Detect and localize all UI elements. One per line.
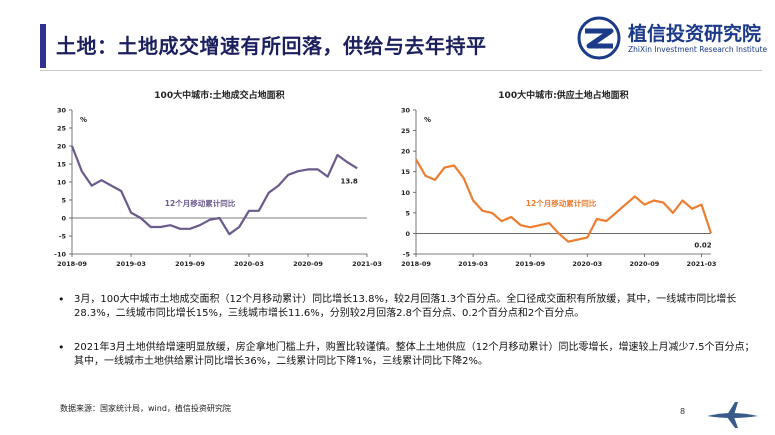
y-tick-label: 15 (57, 161, 67, 169)
x-tick-label: 2018-09 (401, 260, 431, 268)
logo: 植信投资研究院 ZhiXin Investment Research Insti… (575, 15, 767, 61)
y-tick-label: 25 (401, 127, 411, 135)
bullet-item: 3月，100大中城市土地成交面积（12个月移动累计）同比增长13.8%，较2月回… (58, 293, 758, 321)
title-accent-bar (40, 24, 46, 68)
y-tick-label: 0 (405, 230, 410, 238)
series-line (70, 145, 358, 236)
airplane-icon (707, 402, 758, 428)
series-label: 12个月移动累计同比 (165, 198, 236, 208)
y-tick-label: 5 (405, 209, 410, 217)
logo-name-en: ZhiXin Investment Research Institute (628, 45, 768, 54)
x-tick-label: 2020-03 (572, 260, 602, 268)
y-tick-label: -5 (59, 233, 67, 241)
y-tick-label: 10 (57, 179, 67, 187)
y-tick-label: 20 (401, 148, 411, 156)
page-number: 8 (680, 407, 686, 416)
y-tick-label: 30 (401, 107, 411, 115)
y-tick-label: 0 (61, 215, 66, 223)
y-tick-label: 15 (401, 168, 411, 176)
end-value-label: 13.8 (341, 177, 358, 185)
page-title: 土地：土地成交增速有所回落，供给与去年持平 (56, 34, 487, 58)
logo-name-cn: 植信投资研究院 (628, 23, 762, 45)
x-tick-label: 2020-09 (629, 260, 659, 268)
y-axis-label: % (80, 116, 87, 124)
x-tick-label: 2019-03 (458, 260, 488, 268)
chart-title: 100大中城市:供应土地占地面积 (498, 89, 628, 101)
y-tick-label: 25 (57, 125, 67, 133)
x-tick-label: 2021-03 (687, 260, 717, 268)
data-source: 数据来源：国家统计局，wind，植信投资研究院 (60, 404, 231, 413)
x-tick-label: 2018-09 (57, 260, 87, 268)
y-tick-label: 30 (57, 107, 67, 115)
x-tick-label: 2021-03 (352, 260, 382, 268)
y-tick-label: -5 (403, 251, 411, 259)
logo-emblem-icon (577, 16, 621, 60)
bullet-list: 3月，100大中城市土地成交面积（12个月移动累计）同比增长13.8%，较2月回… (58, 293, 758, 379)
chart-land-supply: 100大中城市:供应土地占地面积% -5 0 5 10 15 20 25 30 2018-09 20… (401, 89, 717, 268)
chart-title: 100大中城市:土地成交占地面积 (154, 89, 284, 101)
y-tick-label: 10 (401, 189, 411, 197)
y-tick-label: 5 (61, 197, 66, 205)
y-tick-label: 20 (57, 143, 67, 151)
bullet-item: 2021年3月土地供给增速明显放缓，房企拿地门槛上升，购置比较谨慎。整体上土地供… (58, 341, 758, 369)
header-divider (40, 70, 762, 71)
x-tick-label: 2019-09 (515, 260, 545, 268)
x-tick-label: 2020-09 (293, 260, 323, 268)
y-axis-label: % (424, 116, 431, 124)
x-tick-label: 2019-09 (175, 260, 205, 268)
x-tick-label: 2020-03 (234, 260, 264, 268)
series-line (415, 158, 713, 243)
end-value-label: 0.02 (694, 241, 711, 249)
x-tick-label: 2019-03 (116, 260, 146, 268)
y-tick-label: -10 (54, 251, 66, 259)
chart-land-transaction: 100大中城市:土地成交占地面积% -10 -5 0 5 10 15 20 25 30 2018-0… (54, 89, 382, 268)
series-label: 12个月移动累计同比 (526, 198, 597, 208)
